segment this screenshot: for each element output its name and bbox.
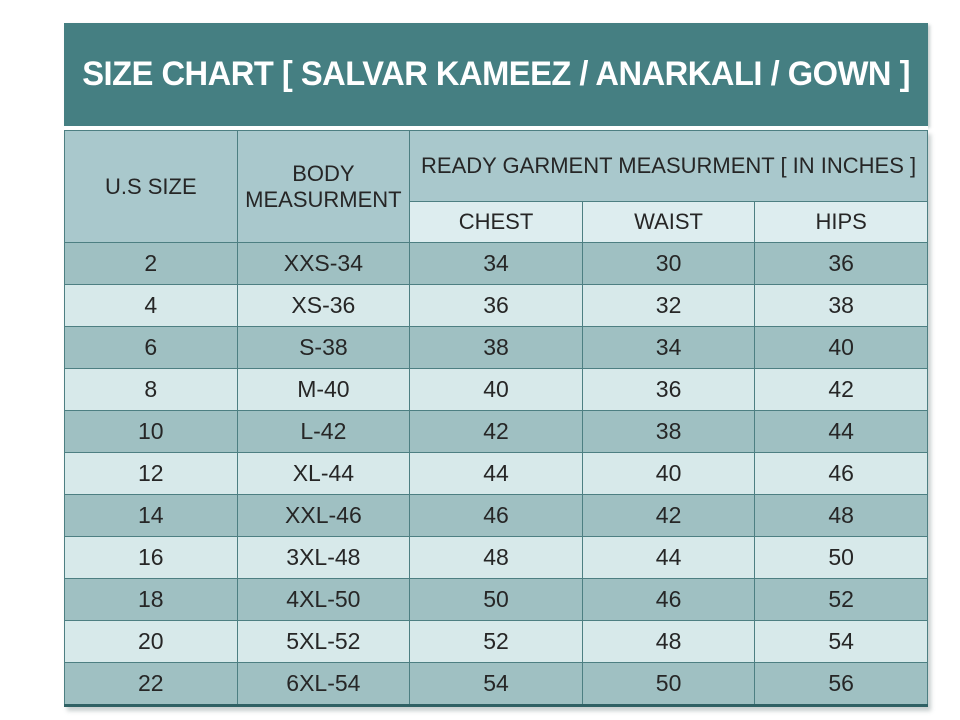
cell-body-measurement: S-38	[236, 326, 411, 369]
cell-chest: 38	[409, 326, 583, 369]
cell-body-measurement: 3XL-48	[236, 536, 411, 579]
chart-title: SIZE CHART [ SALVAR KAMEEZ / ANARKALI / …	[82, 55, 910, 93]
cell-hips: 38	[754, 284, 928, 327]
title-table-gap	[64, 126, 928, 130]
cell-waist: 32	[581, 284, 756, 327]
header-row-sub: CHEST WAIST HIPS	[65, 201, 928, 243]
cell-hips: 54	[754, 620, 928, 663]
header-chest: CHEST	[409, 201, 583, 243]
table-row: 10 L-42 42 38 44	[64, 410, 928, 453]
cell-hips: 50	[754, 536, 928, 579]
cell-us-size: 16	[64, 536, 238, 579]
size-chart-table: U.S SIZE BODY MEASURMENT READY GARMENT M…	[64, 130, 928, 707]
cell-us-size: 18	[64, 578, 238, 621]
cell-body-measurement: XL-44	[236, 452, 411, 495]
table-row: 22 6XL-54 54 50 56	[64, 662, 928, 706]
cell-waist: 42	[581, 494, 756, 537]
cell-body-measurement: 5XL-52	[236, 620, 411, 663]
cell-waist: 44	[581, 536, 756, 579]
cell-body-measurement: XXL-46	[236, 494, 411, 537]
cell-us-size: 10	[64, 410, 238, 453]
table-row: 2 XXS-34 34 30 36	[64, 242, 928, 285]
table-row: 20 5XL-52 52 48 54	[64, 620, 928, 663]
title-band: SIZE CHART [ SALVAR KAMEEZ / ANARKALI / …	[64, 23, 928, 126]
cell-chest: 46	[409, 494, 583, 537]
table-row: 14 XXL-46 46 42 48	[64, 494, 928, 537]
cell-chest: 48	[409, 536, 583, 579]
cell-chest: 54	[409, 662, 583, 706]
cell-waist: 46	[581, 578, 756, 621]
cell-chest: 36	[409, 284, 583, 327]
table-row: 16 3XL-48 48 44 50	[64, 536, 928, 579]
cell-us-size: 20	[64, 620, 238, 663]
table-row: 6 S-38 38 34 40	[64, 326, 928, 369]
cell-waist: 36	[581, 368, 756, 411]
cell-body-measurement: M-40	[236, 368, 411, 411]
cell-hips: 40	[754, 326, 928, 369]
cell-hips: 52	[754, 578, 928, 621]
cell-hips: 42	[754, 368, 928, 411]
cell-us-size: 12	[64, 452, 238, 495]
cell-hips: 56	[754, 662, 928, 706]
cell-us-size: 6	[64, 326, 238, 369]
cell-body-measurement: L-42	[236, 410, 411, 453]
cell-us-size: 8	[64, 368, 238, 411]
cell-waist: 30	[581, 242, 756, 285]
header-body-measurement: BODY MEASURMENT	[236, 130, 411, 243]
size-chart-block: SIZE CHART [ SALVAR KAMEEZ / ANARKALI / …	[64, 23, 928, 707]
header-row-main: U.S SIZE BODY MEASURMENT READY GARMENT M…	[64, 130, 928, 243]
cell-waist: 48	[581, 620, 756, 663]
cell-waist: 38	[581, 410, 756, 453]
header-waist: WAIST	[581, 201, 756, 243]
cell-body-measurement: 4XL-50	[236, 578, 411, 621]
table-header: U.S SIZE BODY MEASURMENT READY GARMENT M…	[64, 130, 928, 243]
table-row: 18 4XL-50 50 46 52	[64, 578, 928, 621]
cell-waist: 34	[581, 326, 756, 369]
header-hips: HIPS	[754, 201, 928, 243]
cell-chest: 42	[409, 410, 583, 453]
cell-us-size: 22	[64, 662, 238, 706]
cell-body-measurement: 6XL-54	[236, 662, 411, 706]
cell-chest: 50	[409, 578, 583, 621]
table-row: 12 XL-44 44 40 46	[64, 452, 928, 495]
cell-chest: 34	[409, 242, 583, 285]
header-us-size: U.S SIZE	[64, 130, 238, 243]
cell-chest: 52	[409, 620, 583, 663]
cell-chest: 40	[409, 368, 583, 411]
cell-hips: 48	[754, 494, 928, 537]
cell-body-measurement: XS-36	[236, 284, 411, 327]
cell-hips: 36	[754, 242, 928, 285]
cell-us-size: 4	[64, 284, 238, 327]
cell-chest: 44	[409, 452, 583, 495]
size-table-body: 2 XXS-34 34 30 36 4 XS-36 36 32 38 6 S-3…	[64, 242, 928, 706]
cell-body-measurement: XXS-34	[236, 242, 411, 285]
table-row: 8 M-40 40 36 42	[64, 368, 928, 411]
cell-waist: 50	[581, 662, 756, 706]
cell-waist: 40	[581, 452, 756, 495]
table-row: 4 XS-36 36 32 38	[64, 284, 928, 327]
cell-us-size: 14	[64, 494, 238, 537]
cell-hips: 46	[754, 452, 928, 495]
header-ready-garment-group: READY GARMENT MEASURMENT [ IN INCHES ]	[409, 130, 928, 202]
cell-hips: 44	[754, 410, 928, 453]
cell-us-size: 2	[64, 242, 238, 285]
